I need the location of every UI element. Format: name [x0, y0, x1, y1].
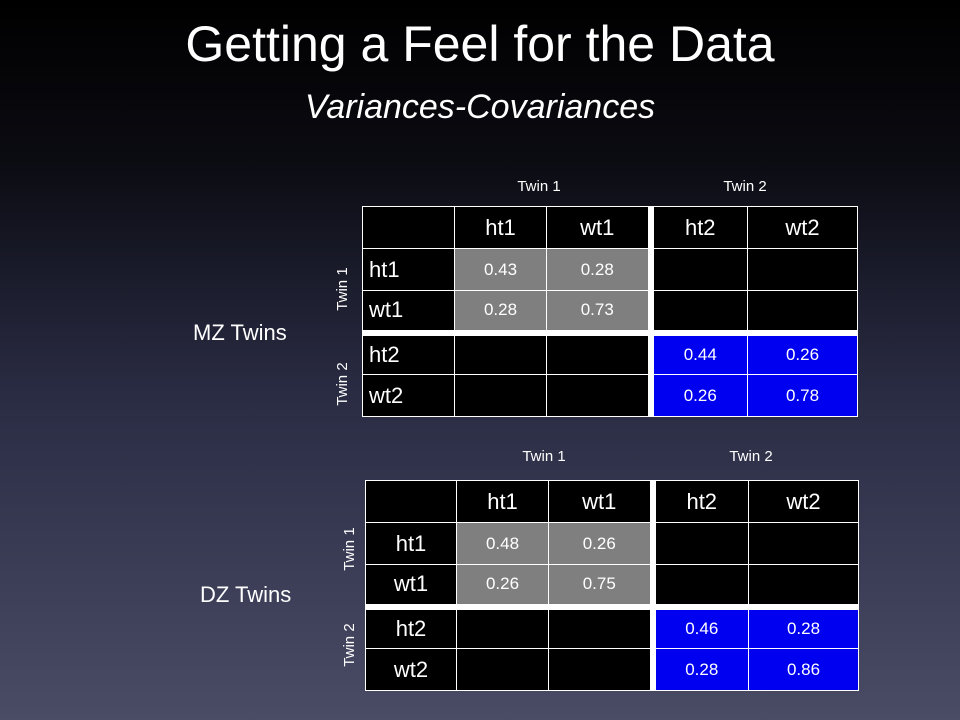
- dz-cell: [456, 648, 549, 691]
- mz-cell: [454, 329, 547, 375]
- mz-cell: [546, 329, 651, 375]
- dz-cell: [748, 564, 859, 607]
- dz-corner-cell: [365, 480, 457, 523]
- mz-cell: 0.73: [546, 290, 651, 333]
- mz-table-row: wt1 0.28 0.73: [362, 290, 858, 333]
- dz-cell: 0.48: [456, 522, 549, 565]
- mz-row-group-twin1: Twin 1: [334, 267, 351, 311]
- mz-col-group-twin2: Twin 2: [723, 178, 767, 195]
- mz-cell: [546, 374, 651, 417]
- mz-cell: [647, 248, 748, 291]
- dz-cell: [649, 564, 749, 607]
- mz-cell: 0.78: [747, 374, 858, 417]
- dz-cell: 0.86: [748, 648, 859, 691]
- mz-cell: 0.28: [454, 290, 547, 333]
- mz-row-header: wt1: [362, 290, 455, 333]
- dz-cell: [548, 648, 653, 691]
- mz-cell: [747, 290, 858, 333]
- slide-title: Getting a Feel for the Data: [185, 16, 775, 72]
- dz-col-group-twin1: Twin 1: [522, 448, 566, 465]
- dz-cell: [748, 522, 859, 565]
- mz-row-header: ht1: [362, 248, 455, 291]
- dz-table-row: ht1 0.48 0.26: [365, 522, 859, 565]
- dz-cell: 0.28: [748, 603, 859, 649]
- mz-header-row: ht1 wt1 ht2 wt2: [362, 206, 858, 249]
- mz-table-row: wt2 0.26 0.78: [362, 374, 858, 417]
- mz-col-header: wt1: [546, 206, 651, 249]
- dz-row-group-twin2: Twin 2: [341, 623, 358, 667]
- dz-cell: 0.26: [456, 564, 549, 607]
- dz-row-header: ht1: [365, 522, 457, 565]
- dz-covariance-table: ht1 wt1 ht2 wt2 ht1 0.48 0.26 wt1 0.26 0…: [365, 480, 859, 691]
- mz-col-header: ht2: [647, 206, 748, 249]
- mz-cell: 0.26: [747, 329, 858, 375]
- dz-cell: 0.28: [649, 648, 749, 691]
- dz-table-row: wt2 0.28 0.86: [365, 648, 859, 691]
- mz-col-header: wt2: [747, 206, 858, 249]
- dz-table-row: wt1 0.26 0.75: [365, 564, 859, 607]
- dz-row-header: ht2: [365, 603, 457, 649]
- dz-col-header: wt1: [548, 480, 653, 523]
- mz-table-row: ht2 0.44 0.26: [362, 329, 858, 375]
- dz-twins-label: DZ Twins: [200, 582, 292, 607]
- dz-cell: [649, 522, 749, 565]
- dz-header-row: ht1 wt1 ht2 wt2: [365, 480, 859, 523]
- dz-col-header: wt2: [748, 480, 859, 523]
- mz-col-group-twin1: Twin 1: [517, 178, 561, 195]
- dz-row-group-twin1: Twin 1: [341, 527, 358, 571]
- mz-corner-cell: [362, 206, 455, 249]
- mz-row-group-twin2: Twin 2: [334, 362, 351, 406]
- dz-cell: [456, 603, 549, 649]
- mz-cell: 0.28: [546, 248, 651, 291]
- mz-twins-label: MZ Twins: [193, 320, 287, 345]
- dz-cell: [548, 603, 653, 649]
- dz-table-row: ht2 0.46 0.28: [365, 603, 859, 649]
- dz-cell: 0.46: [649, 603, 749, 649]
- mz-col-header: ht1: [454, 206, 547, 249]
- mz-covariance-table: ht1 wt1 ht2 wt2 ht1 0.43 0.28 wt1 0.28 0…: [362, 206, 858, 417]
- dz-cell: 0.75: [548, 564, 653, 607]
- mz-row-header: ht2: [362, 329, 455, 375]
- dz-col-header: ht2: [649, 480, 749, 523]
- mz-cell: 0.43: [454, 248, 547, 291]
- mz-cell: [454, 374, 547, 417]
- dz-row-header: wt2: [365, 648, 457, 691]
- mz-cell: 0.44: [647, 329, 748, 375]
- mz-cell: [747, 248, 858, 291]
- dz-col-header: ht1: [456, 480, 549, 523]
- mz-cell: 0.26: [647, 374, 748, 417]
- mz-table-row: ht1 0.43 0.28: [362, 248, 858, 291]
- dz-row-header: wt1: [365, 564, 457, 607]
- mz-cell: [647, 290, 748, 333]
- dz-col-group-twin2: Twin 2: [729, 448, 773, 465]
- slide-subtitle: Variances-Covariances: [304, 88, 656, 126]
- dz-cell: 0.26: [548, 522, 653, 565]
- mz-row-header: wt2: [362, 374, 455, 417]
